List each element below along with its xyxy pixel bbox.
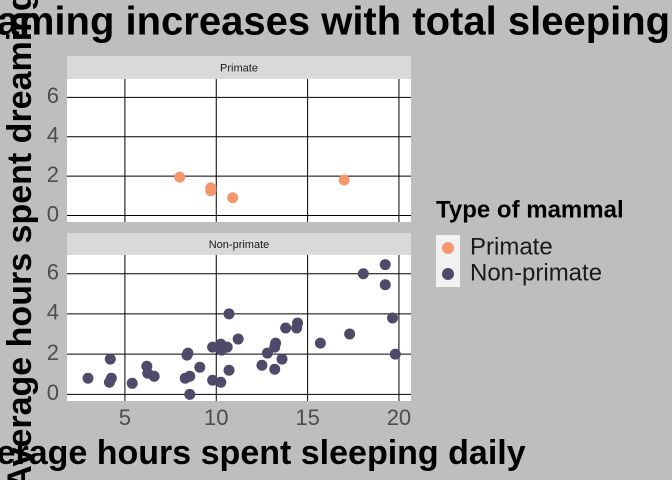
- point: [221, 341, 233, 353]
- point: [276, 353, 288, 365]
- point: [269, 363, 281, 375]
- point: [223, 308, 235, 320]
- legend-label: Primate: [470, 233, 553, 260]
- legend-marker: [442, 242, 454, 254]
- facet-strip: [67, 233, 411, 255]
- x-axis-label: Average hours spent sleeping daily: [0, 434, 526, 472]
- point: [205, 185, 217, 197]
- point: [82, 372, 94, 384]
- y-tick-label: 0: [47, 380, 59, 405]
- point: [215, 376, 227, 388]
- chart-title: Dreaming increases with total sleeping: [0, 0, 670, 44]
- point: [256, 359, 268, 371]
- x-tick-label: 10: [204, 405, 228, 430]
- point: [379, 259, 391, 271]
- x-tick-label: 15: [295, 405, 319, 430]
- point: [357, 268, 369, 280]
- point: [207, 374, 219, 386]
- point: [387, 312, 399, 324]
- y-tick-label: 0: [47, 201, 59, 226]
- point: [104, 353, 116, 365]
- point: [261, 347, 273, 359]
- facet-strip: [67, 56, 411, 79]
- y-tick-label: 6: [47, 83, 59, 108]
- point: [184, 370, 196, 382]
- point: [184, 388, 196, 400]
- y-tick-label: 6: [47, 260, 59, 285]
- point: [232, 333, 244, 345]
- legend-label: Non-primate: [470, 259, 602, 286]
- facet-label: Primate: [220, 62, 258, 74]
- point: [182, 347, 194, 359]
- point: [338, 174, 350, 186]
- point: [148, 370, 160, 382]
- facet-label: Non-primate: [209, 239, 270, 251]
- y-tick-label: 4: [47, 300, 59, 325]
- point: [270, 337, 282, 349]
- point: [379, 279, 391, 291]
- y-tick-label: 4: [47, 123, 59, 148]
- legend-title: Type of mammal: [436, 196, 624, 223]
- x-tick-label: 20: [387, 405, 411, 430]
- point: [280, 322, 292, 334]
- y-tick-label: 2: [47, 162, 59, 187]
- point: [292, 317, 304, 329]
- point: [105, 372, 117, 384]
- panel: [67, 79, 411, 222]
- point: [389, 348, 401, 360]
- y-axis-label: Average hours spent dreaming: [1, 0, 39, 480]
- point: [227, 192, 239, 204]
- point: [223, 364, 235, 376]
- point: [314, 337, 326, 349]
- y-tick-label: 2: [47, 340, 59, 365]
- point: [194, 361, 206, 373]
- point: [126, 377, 138, 389]
- panel: [67, 255, 411, 401]
- legend-marker: [442, 268, 454, 280]
- point: [174, 171, 186, 183]
- x-tick-label: 5: [119, 405, 131, 430]
- point: [344, 328, 356, 340]
